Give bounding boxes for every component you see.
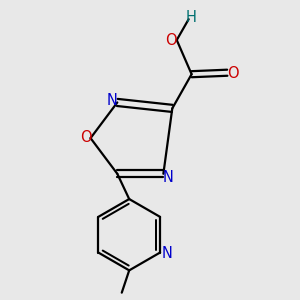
Text: N: N [107,93,118,108]
Text: O: O [166,32,177,47]
Text: H: H [186,10,196,25]
Text: N: N [162,170,173,185]
Text: N: N [161,246,172,261]
Text: O: O [80,130,92,145]
Text: O: O [227,66,239,81]
